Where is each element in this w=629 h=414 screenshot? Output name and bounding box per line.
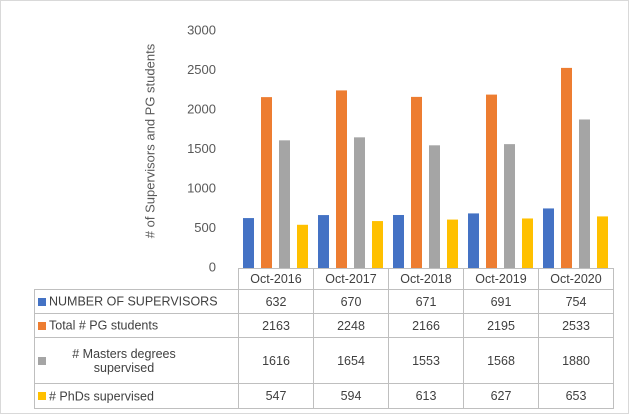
- table-value: 691: [463, 289, 539, 314]
- table-corner: [35, 269, 239, 290]
- legend-cell: # Masters degrees supervised: [34, 337, 239, 384]
- table-value: 627: [463, 383, 539, 409]
- bar: [579, 119, 590, 268]
- bar: [372, 221, 383, 268]
- table-value: 1553: [388, 337, 464, 384]
- category-label: Oct-2019: [463, 268, 539, 290]
- bar: [318, 215, 329, 268]
- bar: [486, 94, 497, 268]
- table-value: 613: [388, 383, 464, 409]
- table-value: 547: [238, 383, 314, 409]
- table-row: Total # PG students 2163 2248 2166 2195 2533: [34, 313, 614, 338]
- y-tick-label: 0: [209, 259, 216, 274]
- table-header-row: Oct-2016 Oct-2017 Oct-2018 Oct-2019 Oct-2020: [35, 268, 614, 290]
- table-value: 594: [313, 383, 389, 409]
- y-tick-label: 1500: [187, 141, 216, 156]
- table-value: 1568: [463, 337, 539, 384]
- category-label: Oct-2020: [538, 268, 614, 290]
- legend-label: # Masters degrees supervised: [72, 346, 176, 375]
- bar: [411, 96, 422, 268]
- table-value: 670: [313, 289, 389, 314]
- legend-swatch: [38, 356, 46, 365]
- bar: [468, 213, 479, 268]
- legend-swatch: [38, 297, 46, 306]
- table-value: 2195: [463, 313, 539, 338]
- bar: [243, 218, 254, 268]
- data-table: Oct-2016 Oct-2017 Oct-2018 Oct-2019 Oct-2020…: [34, 268, 614, 409]
- bar: [354, 137, 365, 268]
- bar: [429, 145, 440, 268]
- bar: [279, 140, 290, 268]
- table-value: 632: [238, 289, 314, 314]
- table-row: # Masters degrees supervised 1616 1654 1553…: [34, 337, 614, 384]
- y-tick-label: 1000: [187, 180, 216, 195]
- table-value: 1654: [313, 337, 389, 384]
- bar: [336, 90, 347, 269]
- legend-cell: NUMBER OF SUPERVISORS: [34, 289, 239, 314]
- category-label: Oct-2018: [388, 268, 464, 290]
- bar: [522, 218, 533, 268]
- y-tick-label: 500: [194, 220, 216, 235]
- table-value: 2166: [388, 313, 464, 338]
- table-value: 653: [538, 383, 614, 409]
- legend-label: Total # PG students: [49, 318, 159, 333]
- table-value: 671: [388, 289, 464, 314]
- category-label: Oct-2016: [238, 268, 314, 290]
- legend-swatch: [38, 392, 46, 401]
- legend-swatch: [38, 321, 46, 330]
- table-value: 1616: [238, 337, 314, 384]
- bar: [504, 144, 515, 268]
- y-axis-title: # of Supervisors and PG students: [142, 43, 157, 238]
- table-value: 754: [538, 289, 614, 314]
- table-value: 2533: [538, 313, 614, 338]
- bar: [543, 208, 554, 268]
- legend-cell: Total # PG students: [34, 313, 239, 338]
- y-tick-label: 2000: [187, 101, 216, 116]
- legend-label: # PhDs supervised: [49, 389, 154, 404]
- y-tick-label: 2500: [187, 62, 216, 77]
- bar: [447, 219, 458, 268]
- table-row: # PhDs supervised 547 594 613 627 653: [34, 383, 614, 409]
- table-row: NUMBER OF SUPERVISORS 632 670 671 691 754: [34, 289, 614, 314]
- table-value: 2248: [313, 313, 389, 338]
- table-value: 2163: [238, 313, 314, 338]
- bar: [597, 216, 608, 268]
- bar: [297, 224, 308, 268]
- y-tick-label: 3000: [187, 22, 216, 37]
- category-label: Oct-2017: [313, 268, 389, 290]
- bar: [261, 97, 272, 268]
- legend-cell: # PhDs supervised: [34, 383, 239, 409]
- legend-label: NUMBER OF SUPERVISORS: [49, 294, 218, 309]
- bar: [393, 214, 404, 268]
- bar: [561, 67, 572, 268]
- table-value: 1880: [538, 337, 614, 384]
